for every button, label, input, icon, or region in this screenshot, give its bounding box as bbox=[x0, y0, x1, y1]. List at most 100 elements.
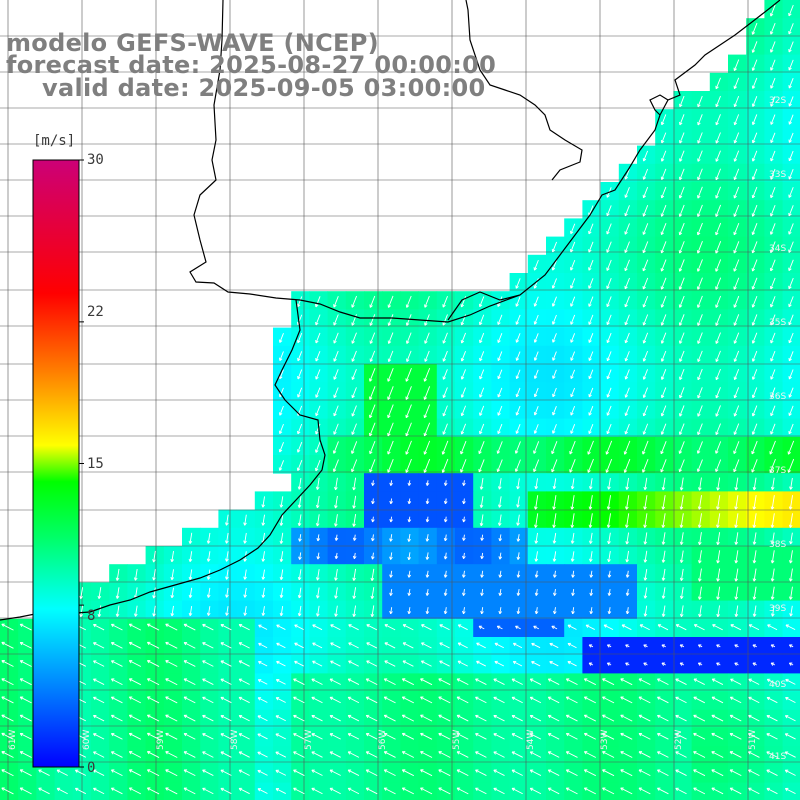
wind-arrow bbox=[715, 259, 722, 272]
wind-arrow bbox=[442, 387, 448, 399]
wind-arrow bbox=[570, 513, 575, 528]
wind-arrow bbox=[715, 368, 721, 381]
wind-arrow bbox=[497, 478, 502, 490]
wind-arrow bbox=[516, 478, 520, 490]
wind-arrow bbox=[588, 278, 594, 289]
wind-arrow bbox=[352, 477, 357, 491]
wind-arrow bbox=[405, 422, 412, 437]
wind-arrow bbox=[315, 441, 321, 453]
wind-arrow bbox=[389, 552, 393, 560]
wind-arrow bbox=[480, 552, 484, 560]
colorbar-unit-label: [m/s] bbox=[33, 133, 76, 149]
wind-arrow bbox=[261, 514, 266, 526]
wind-arrow bbox=[296, 296, 303, 308]
wind-arrow bbox=[733, 95, 740, 108]
wind-arrow bbox=[642, 459, 649, 473]
wind-arrow bbox=[551, 278, 557, 289]
wind-arrows bbox=[1, 4, 796, 795]
wind-arrow bbox=[315, 351, 321, 362]
wind-arrow bbox=[425, 534, 430, 542]
wind-arrow bbox=[351, 295, 357, 308]
colorbar-tick-0: 0 bbox=[87, 760, 96, 776]
wind-arrow bbox=[225, 532, 229, 544]
wind-arrow bbox=[606, 332, 612, 344]
wind-arrow bbox=[206, 551, 211, 562]
wind-arrow bbox=[424, 295, 430, 308]
wind-arrow bbox=[588, 423, 594, 434]
wind-arrow bbox=[315, 459, 321, 472]
wind-arrow bbox=[678, 186, 685, 199]
wind-arrow bbox=[533, 441, 540, 454]
wind-arrow bbox=[751, 41, 758, 53]
wind-arrow bbox=[443, 498, 448, 505]
wind-arrow bbox=[642, 241, 649, 254]
wind-arrow bbox=[424, 314, 430, 326]
wind-arrow bbox=[770, 477, 775, 490]
wind-arrow bbox=[588, 296, 594, 307]
wind-arrow bbox=[588, 387, 594, 398]
wind-arrow bbox=[551, 459, 558, 473]
wind-arrow bbox=[424, 332, 430, 344]
wind-arrow bbox=[387, 367, 394, 382]
wind-arrow bbox=[478, 314, 485, 326]
wind-arrow bbox=[678, 204, 685, 217]
wind-arrow bbox=[770, 369, 776, 380]
wind-arrow bbox=[423, 404, 431, 419]
wind-arrow bbox=[278, 405, 284, 416]
wind-arrow bbox=[643, 495, 648, 510]
wind-arrow bbox=[625, 513, 630, 528]
wind-arrow bbox=[661, 532, 666, 545]
wind-arrow bbox=[589, 551, 593, 562]
wind-arrow bbox=[605, 458, 613, 473]
wind-arrow bbox=[371, 516, 375, 523]
wind-arrow bbox=[624, 387, 630, 398]
wind-arrow bbox=[660, 405, 667, 417]
lon-label: 57W bbox=[304, 729, 314, 750]
wind-arrow bbox=[496, 459, 503, 473]
wind-arrow bbox=[479, 405, 485, 416]
wind-arrow bbox=[606, 423, 612, 435]
lon-label: 61W bbox=[8, 729, 18, 750]
wind-arrow bbox=[770, 532, 775, 545]
wind-arrow bbox=[333, 387, 339, 398]
wind-arrow bbox=[152, 550, 156, 563]
wind-arrow bbox=[733, 114, 740, 126]
wind-arrow bbox=[624, 405, 630, 417]
wind-arrow bbox=[498, 552, 503, 560]
wind-arrow bbox=[715, 168, 721, 181]
wind-arrow bbox=[751, 387, 758, 399]
wind-arrow bbox=[515, 405, 521, 416]
wind-arrow bbox=[606, 513, 611, 528]
wind-arrow bbox=[606, 241, 612, 253]
wind-arrow bbox=[369, 386, 376, 400]
wind-arrow bbox=[715, 132, 721, 144]
wind-arrow bbox=[770, 296, 776, 308]
wind-arrow bbox=[516, 534, 521, 542]
wind-arrow bbox=[733, 332, 740, 344]
wind-arrow bbox=[387, 458, 394, 473]
wind-arrow bbox=[606, 495, 611, 510]
wind-arrow bbox=[405, 440, 412, 455]
wind-arrow bbox=[351, 369, 357, 380]
wind-arrow bbox=[534, 551, 539, 562]
wind-arrow bbox=[369, 404, 376, 419]
wind-arrow bbox=[407, 498, 412, 505]
wind-arrow bbox=[371, 534, 375, 542]
wind-arrow bbox=[515, 387, 521, 398]
wind-arrow bbox=[460, 332, 467, 344]
wind-arrow bbox=[188, 532, 193, 544]
wind-arrow bbox=[623, 458, 631, 473]
wind-arrow bbox=[334, 477, 338, 491]
wind-arrow bbox=[697, 204, 703, 217]
wind-arrow bbox=[387, 440, 394, 455]
wind-arrow bbox=[516, 496, 520, 508]
wind-arrow bbox=[425, 516, 430, 523]
wind-arrow bbox=[716, 513, 721, 528]
wind-arrow bbox=[788, 223, 794, 235]
wind-arrow bbox=[733, 241, 740, 254]
wind-arrow bbox=[497, 332, 503, 343]
wind-arrow bbox=[788, 78, 794, 89]
wind-arrow bbox=[387, 332, 394, 344]
wind-arrow bbox=[588, 241, 594, 253]
